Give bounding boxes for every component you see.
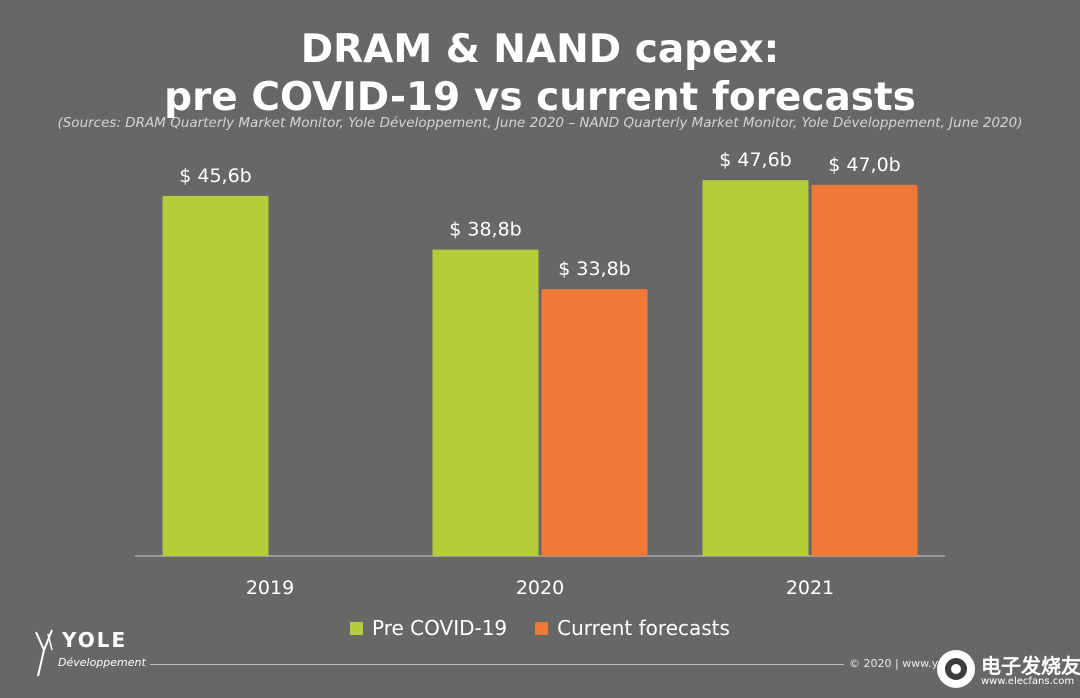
data-label-2021-pre-covid: $ 47,6b xyxy=(719,149,792,171)
legend-swatch-pre-covid xyxy=(350,621,363,635)
chart-title: DRAM & NAND capex: pre COVID-19 vs curre… xyxy=(0,26,1080,122)
legend: Pre COVID-19 Current forecasts xyxy=(350,616,758,640)
yole-logo-mark-icon xyxy=(35,629,53,677)
watermark-url: www.elecfans.com xyxy=(981,676,1075,687)
bar-2021-pre-covid xyxy=(702,180,809,556)
title-line-2: pre COVID-19 vs current forecasts xyxy=(164,75,916,120)
bar-2020-pre-covid xyxy=(432,249,539,556)
x-tick-label-2021: 2021 xyxy=(786,577,834,599)
data-label-2021-current: $ 47,0b xyxy=(828,154,901,176)
footer-copyright: © 2020 | www.yole xyxy=(849,657,955,670)
legend-item-pre-covid: Pre COVID-19 xyxy=(350,616,507,640)
legend-swatch-current xyxy=(535,621,549,635)
legend-label-current: Current forecasts xyxy=(557,616,730,640)
logo-subtitle: Développement xyxy=(58,656,146,669)
bar-2019-pre-covid xyxy=(162,195,269,556)
title-line-1: DRAM & NAND capex: xyxy=(300,27,780,72)
legend-item-current: Current forecasts xyxy=(535,616,730,640)
data-label-2020-pre-covid: $ 38,8b xyxy=(449,219,522,241)
elecfans-logo-icon xyxy=(937,650,975,688)
x-tick-label-2020: 2020 xyxy=(516,577,564,599)
bar-2021-current xyxy=(811,184,918,556)
legend-label-pre-covid: Pre COVID-19 xyxy=(372,616,508,640)
x-tick-label-2019: 2019 xyxy=(246,577,294,599)
data-label-2019-pre-covid: $ 45,6b xyxy=(179,165,252,187)
bar-2020-current xyxy=(541,289,648,556)
watermark: 电子发烧友 www.elecfans.com xyxy=(935,648,1080,692)
data-label-2020-current: $ 33,8b xyxy=(558,258,631,280)
chart-subtitle: (Sources: DRAM Quarterly Market Monitor,… xyxy=(57,115,1023,131)
logo-name: YOLE xyxy=(62,628,128,652)
watermark-title: 电子发烧友 xyxy=(981,654,1080,678)
footer-divider xyxy=(150,664,844,665)
